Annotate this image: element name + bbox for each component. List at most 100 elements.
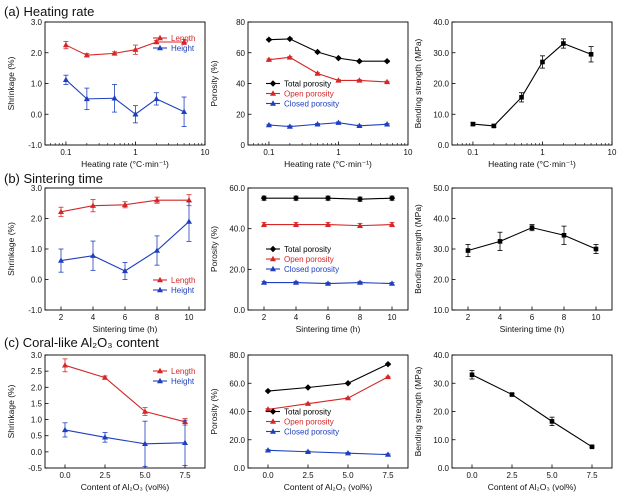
y-axis-label: Shrinkage (%) bbox=[6, 56, 16, 110]
y-tick-label: -1.0 bbox=[28, 306, 42, 315]
y-tick-label: 80.0 bbox=[229, 351, 245, 360]
legend-label: Total porosity bbox=[284, 80, 331, 89]
legend-marker bbox=[157, 377, 163, 384]
x-tick-label: 4 bbox=[294, 313, 299, 322]
y-tick-label: -0.5 bbox=[28, 464, 42, 473]
series-0 bbox=[470, 38, 594, 129]
section-title-b: (b) Sintering time bbox=[4, 171, 103, 186]
data-point bbox=[292, 194, 300, 202]
section-title-c: (c) Coral-like Al₂O₃ content bbox=[4, 335, 159, 350]
series-line bbox=[268, 56, 388, 83]
series-1 bbox=[58, 201, 192, 280]
data-point bbox=[335, 119, 342, 125]
series-line bbox=[267, 449, 389, 456]
data-point bbox=[265, 36, 273, 43]
y-tick-label: 0.0 bbox=[31, 110, 43, 119]
series-2 bbox=[265, 119, 391, 129]
data-point bbox=[335, 77, 342, 83]
data-point bbox=[519, 95, 524, 100]
y-tick-label: 2.0 bbox=[31, 383, 43, 392]
data-point bbox=[324, 194, 332, 202]
y-tick-label: 20.0 bbox=[229, 265, 245, 274]
data-point bbox=[384, 360, 392, 368]
data-point bbox=[384, 78, 391, 85]
data-point bbox=[529, 225, 535, 230]
data-point bbox=[561, 232, 567, 238]
y-tick-label: 30.0 bbox=[433, 379, 449, 388]
data-point bbox=[335, 54, 342, 62]
x-axis-label: Heating rate (°C·min⁻¹) bbox=[81, 159, 169, 169]
y-tick-label: 0.5 bbox=[31, 432, 43, 441]
y-tick-label: 40 bbox=[236, 80, 245, 89]
x-tick-label: 2 bbox=[59, 313, 64, 322]
x-tick-label: 2.5 bbox=[506, 471, 518, 480]
legend-label: Total porosity bbox=[284, 408, 331, 417]
y-tick-label: 3.0 bbox=[31, 18, 43, 27]
y-tick-label: 0.0 bbox=[234, 464, 246, 473]
x-axis-label: Sintering time (h) bbox=[500, 324, 565, 334]
data-point bbox=[286, 123, 293, 129]
y-tick-label: 1.0 bbox=[31, 416, 43, 425]
data-point bbox=[344, 380, 352, 387]
data-point bbox=[102, 374, 108, 380]
data-point bbox=[314, 121, 321, 127]
x-tick-label: 10 bbox=[404, 148, 413, 157]
x-tick-label: 7.5 bbox=[382, 471, 394, 480]
x-tick-label: 4 bbox=[498, 313, 503, 322]
series-0 bbox=[58, 194, 192, 217]
plot-frame bbox=[451, 354, 613, 469]
legend-marker bbox=[269, 245, 277, 253]
series-0 bbox=[265, 35, 391, 65]
y-tick-label: 0 bbox=[241, 141, 246, 150]
chart-8: 0.0 2.5 5.0 7.5 0.0 10.0 20.0 30.0 40.0 Content o… bbox=[413, 351, 613, 492]
x-tick-label: 0.1 bbox=[467, 148, 479, 157]
legend-label: Length bbox=[171, 367, 195, 376]
x-tick-label: 1 bbox=[336, 148, 341, 157]
y-tick-label: 40.0 bbox=[433, 18, 449, 27]
data-point bbox=[491, 123, 497, 129]
data-point bbox=[356, 58, 363, 65]
data-point bbox=[58, 208, 64, 214]
data-point bbox=[62, 76, 69, 83]
data-point bbox=[90, 202, 96, 208]
data-point bbox=[286, 35, 294, 43]
legend-marker bbox=[270, 90, 276, 96]
y-tick-label: 10.0 bbox=[433, 110, 449, 119]
data-point bbox=[356, 195, 364, 203]
legend-marker bbox=[270, 418, 276, 424]
legend-marker bbox=[157, 286, 163, 293]
y-axis-label: Shrinkage (%) bbox=[6, 384, 16, 438]
data-point bbox=[122, 201, 128, 207]
y-tick-label: 2.5 bbox=[31, 367, 43, 376]
x-tick-label: 6 bbox=[530, 313, 535, 322]
chart-0: 0.1 1 10 -1.0 0.0 1.0 2.0 3.0 Heating rate (°C·m… bbox=[6, 18, 210, 169]
data-point bbox=[293, 279, 299, 285]
x-tick-label: 10 bbox=[592, 313, 601, 322]
chart-7: 0.0 2.5 5.0 7.5 0.0 20.0 40.0 60.0 80.0 Content o… bbox=[209, 351, 409, 492]
x-tick-label: 4 bbox=[91, 313, 96, 322]
data-point bbox=[122, 267, 128, 274]
y-tick-label: 20 bbox=[236, 110, 245, 119]
y-tick-label: 2.0 bbox=[31, 215, 43, 224]
data-point bbox=[265, 121, 272, 128]
legend-label: Height bbox=[171, 377, 195, 386]
series-1 bbox=[265, 54, 391, 85]
series-1 bbox=[62, 74, 188, 127]
series-1 bbox=[265, 373, 391, 412]
series-2 bbox=[261, 279, 395, 286]
data-point bbox=[345, 394, 351, 401]
series-line bbox=[472, 42, 592, 127]
y-tick-label: 60 bbox=[236, 49, 245, 58]
y-axis-label: Bending strength (MPa) bbox=[413, 204, 423, 294]
y-tick-label: 0.0 bbox=[438, 464, 450, 473]
legend-label: Closed porosity bbox=[284, 100, 339, 109]
x-axis-label: Content of Al₂O₃ (vol%) bbox=[488, 482, 577, 492]
legend-label: Closed porosity bbox=[284, 265, 339, 274]
legend-label: Length bbox=[171, 34, 195, 43]
data-point bbox=[186, 197, 192, 203]
legend-label: Closed porosity bbox=[284, 428, 339, 437]
legend-marker bbox=[269, 408, 277, 415]
